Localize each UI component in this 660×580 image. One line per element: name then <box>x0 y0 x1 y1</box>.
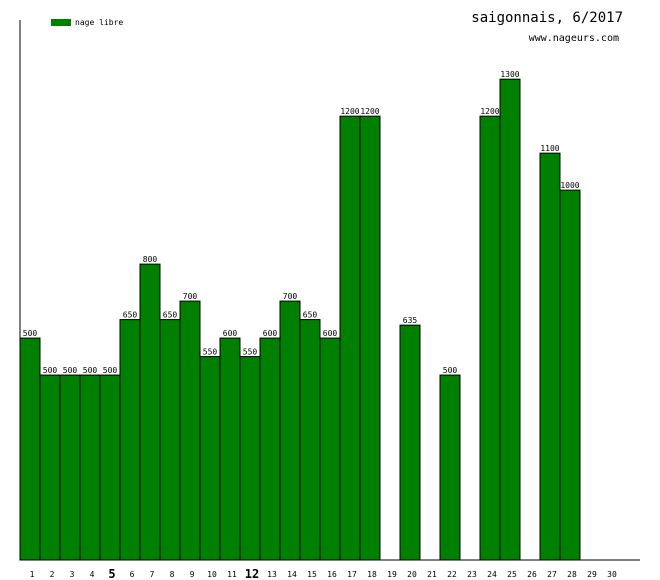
bar <box>179 300 201 561</box>
data-label: 700 <box>283 292 298 301</box>
value-labels-layer: 500 500 500 500 500 650 800 650 700 550 600 550 600 7… <box>23 70 580 375</box>
x-tick-label: 21 <box>427 570 437 579</box>
x-tick-label: 2 <box>50 570 55 579</box>
x-tick-label: 9 <box>190 570 195 579</box>
x-tick-label: 28 <box>567 570 577 579</box>
data-label: 1200 <box>340 107 359 116</box>
x-tick-label: 6 <box>130 570 135 579</box>
data-label: 1300 <box>500 70 519 79</box>
bar <box>279 300 301 561</box>
bar <box>559 189 581 561</box>
bar <box>159 319 181 561</box>
bar <box>439 374 461 561</box>
bar <box>399 324 421 561</box>
bar <box>199 356 221 561</box>
bar <box>539 152 561 561</box>
x-tick-label: 7 <box>150 570 155 579</box>
data-label: 550 <box>203 348 218 357</box>
legend: nage libre <box>51 18 123 27</box>
bar <box>39 374 61 561</box>
bar <box>139 263 161 561</box>
x-tick-label: 29 <box>587 570 597 579</box>
x-tick-label: 8 <box>170 570 175 579</box>
data-label: 650 <box>163 311 178 320</box>
data-label: 600 <box>223 329 238 338</box>
bar <box>479 115 501 561</box>
x-tick-label: 25 <box>507 570 517 579</box>
data-label: 500 <box>23 329 38 338</box>
data-label: 550 <box>243 348 258 357</box>
x-tick-label: 15 <box>307 570 317 579</box>
data-label: 600 <box>323 329 338 338</box>
bar <box>119 319 141 561</box>
x-tick-label: 20 <box>407 570 417 579</box>
data-label: 1000 <box>560 181 579 190</box>
data-label: 600 <box>263 329 278 338</box>
x-tick-label: 5 <box>108 567 115 580</box>
x-tick-label: 12 <box>245 567 259 580</box>
x-tick-label: 10 <box>207 570 217 579</box>
data-label: 700 <box>183 292 198 301</box>
x-tick-label: 11 <box>227 570 237 579</box>
data-label: 650 <box>303 311 318 320</box>
x-tick-label: 13 <box>267 570 277 579</box>
data-label: 650 <box>123 311 138 320</box>
x-tick-label: 19 <box>387 570 397 579</box>
bar <box>59 374 81 561</box>
data-label: 500 <box>443 366 458 375</box>
x-tick-label: 4 <box>90 570 95 579</box>
x-tick-label: 22 <box>447 570 457 579</box>
legend-swatch <box>51 19 71 26</box>
data-label: 1200 <box>480 107 499 116</box>
data-label: 500 <box>43 366 58 375</box>
x-tick-label: 3 <box>70 570 75 579</box>
bar <box>99 374 121 561</box>
bar <box>499 78 521 561</box>
data-label: 1100 <box>540 144 559 153</box>
data-label: 1200 <box>360 107 379 116</box>
bar <box>299 319 321 561</box>
bar <box>319 337 341 561</box>
data-label: 800 <box>143 255 158 264</box>
bar <box>239 356 261 561</box>
bar <box>339 115 361 561</box>
x-tick-label: 24 <box>487 570 497 579</box>
data-label: 500 <box>63 366 78 375</box>
x-tick-label: 17 <box>347 570 357 579</box>
x-tick-label: 14 <box>287 570 297 579</box>
bars-layer <box>19 78 581 561</box>
bar <box>259 337 281 561</box>
x-tick-label: 27 <box>547 570 557 579</box>
bar <box>19 337 41 561</box>
data-label: 500 <box>83 366 98 375</box>
x-tick-label: 30 <box>607 570 617 579</box>
x-tick-label: 16 <box>327 570 337 579</box>
data-label: 635 <box>403 316 418 325</box>
bar <box>359 115 381 561</box>
chart-subtitle: www.nageurs.com <box>529 33 619 44</box>
x-tick-label: 1 <box>30 570 35 579</box>
x-tick-label: 26 <box>527 570 537 579</box>
x-tick-label: 18 <box>367 570 377 579</box>
bar <box>219 337 241 561</box>
bar <box>79 374 101 561</box>
x-tick-label: 23 <box>467 570 477 579</box>
x-tick-labels-layer: 1 2 3 4 5 6 7 8 9 10 11 12 13 14 15 16 17 18 19 20 21 22 23 24 2… <box>30 567 617 580</box>
legend-label: nage libre <box>75 18 123 27</box>
chart-title: saigonnais, 6/2017 <box>471 10 623 26</box>
data-label: 500 <box>103 366 118 375</box>
